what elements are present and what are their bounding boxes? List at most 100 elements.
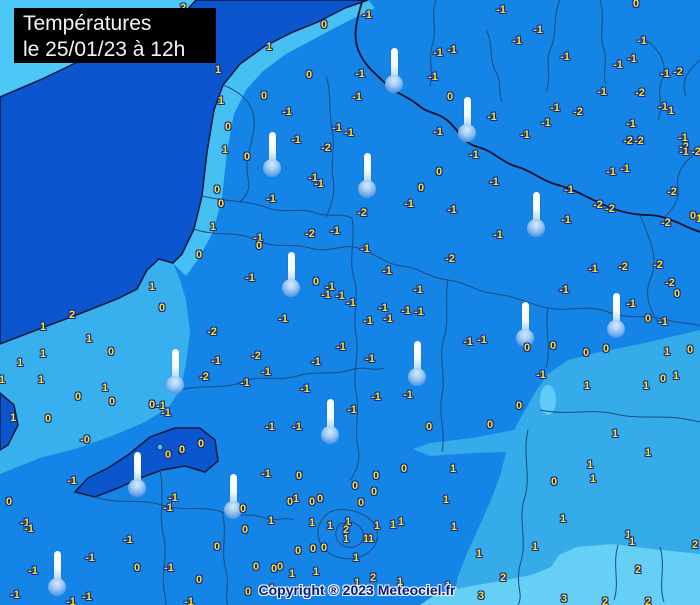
- temp-label: -2: [661, 217, 671, 229]
- temp-label: 0: [425, 421, 433, 433]
- temp-label: 1: [449, 463, 457, 475]
- temp-label: -2: [679, 141, 689, 153]
- temp-label: 0: [224, 121, 232, 133]
- temp-label: 0: [549, 340, 557, 352]
- temp-label: 0: [213, 184, 221, 196]
- temp-label: -2: [691, 146, 700, 158]
- temp-label: 0: [550, 476, 558, 488]
- temp-label: -1: [463, 336, 473, 348]
- temp-label: 0: [486, 419, 494, 431]
- temp-label: 1: [624, 529, 632, 541]
- temp-label: 1: [352, 552, 360, 564]
- temp-label: -1: [253, 232, 263, 244]
- temp-label: 0: [244, 586, 252, 598]
- temp-label: 1: [101, 382, 109, 394]
- temp-label: -1: [184, 596, 194, 605]
- temp-label: -1: [413, 284, 423, 296]
- temp-label: -1: [626, 298, 636, 310]
- temp-label: 1: [695, 213, 700, 225]
- temp-label: -1: [447, 204, 457, 216]
- temp-label: -1: [378, 302, 388, 314]
- temp-label: -1: [360, 243, 370, 255]
- temp-label: -1: [82, 591, 92, 603]
- temp-label: 0: [400, 463, 408, 475]
- temp-label: -2: [357, 207, 367, 219]
- national-border: [354, 1, 700, 233]
- temp-label: 0: [435, 166, 443, 178]
- temp-label: 1: [209, 221, 217, 233]
- temp-label: -1: [536, 369, 546, 381]
- temp-label: -1: [362, 9, 372, 21]
- temp-label: -1: [428, 71, 438, 83]
- normandy-mild-region: [0, 259, 190, 474]
- temp-label: -2: [445, 253, 455, 265]
- temp-label: 0: [523, 342, 531, 354]
- gulf-region: [73, 427, 219, 498]
- island: [178, 449, 184, 455]
- temp-label: 0: [276, 561, 284, 573]
- temp-label: -2: [593, 199, 603, 211]
- temp-label: 3: [560, 593, 568, 605]
- temp-label: 0: [178, 444, 186, 456]
- island: [156, 443, 164, 451]
- temp-label: 1: [267, 515, 275, 527]
- temp-label: 1: [265, 41, 273, 53]
- temp-label: -1: [512, 35, 522, 47]
- temp-label: -1: [533, 24, 543, 36]
- temp-label: 0: [74, 391, 82, 403]
- temp-label: 1: [217, 95, 225, 107]
- temp-label: 0: [295, 470, 303, 482]
- temp-label: -1: [371, 391, 381, 403]
- temp-label: -2: [665, 277, 675, 289]
- temp-label: -1: [383, 313, 393, 325]
- temp-label: -1: [300, 383, 310, 395]
- temp-label: -1: [382, 265, 392, 277]
- temp-label: -1: [261, 468, 271, 480]
- temp-label: -1: [266, 193, 276, 205]
- temp-label: 1: [39, 348, 47, 360]
- temp-label: -1: [332, 122, 342, 134]
- temp-label: -1: [588, 263, 598, 275]
- temp-label: 1: [268, 583, 276, 595]
- temp-label: 1: [37, 374, 45, 386]
- temp-label: 1: [9, 412, 17, 424]
- temp-label: 1: [442, 494, 450, 506]
- temp-label: 0: [107, 346, 115, 358]
- temp-label: -1: [314, 178, 324, 190]
- temp-label: 1: [586, 459, 594, 471]
- temp-label: -1: [658, 101, 668, 113]
- temp-label: -2: [634, 135, 644, 147]
- temp-label: 0: [515, 400, 523, 412]
- temp-label: 1: [367, 533, 375, 545]
- temp-label: 0: [673, 288, 681, 300]
- temp-label: 1: [611, 428, 619, 440]
- southeast-mild-region: [413, 330, 700, 605]
- temp-label: -1: [403, 389, 413, 401]
- temp-label: 0: [602, 343, 610, 355]
- temp-label: 0: [659, 373, 667, 385]
- temp-label: -2: [207, 326, 217, 338]
- temp-label: -1: [28, 565, 38, 577]
- temp-label: -1: [161, 407, 171, 419]
- temp-label: -1: [164, 562, 174, 574]
- temp-label: 1: [362, 533, 370, 545]
- temp-label: 0: [133, 562, 141, 574]
- temp-label: 0: [357, 497, 365, 509]
- temp-label: 0: [632, 0, 640, 10]
- temp-label: 0: [372, 470, 380, 482]
- temp-label: 1: [312, 566, 320, 578]
- temp-label: -1: [325, 281, 335, 293]
- temp-label: 0: [270, 563, 278, 575]
- sea-west-region: [0, 392, 19, 451]
- temp-label: 0: [213, 541, 221, 553]
- temp-label: 2: [601, 596, 609, 605]
- temp-label: -1: [365, 353, 375, 365]
- temp-label: -1: [321, 289, 331, 301]
- temp-label: 1: [642, 380, 650, 392]
- islands: [156, 437, 205, 455]
- temp-label: -1: [620, 163, 630, 175]
- temp-label: 0: [320, 19, 328, 31]
- temp-label: 0: [148, 399, 156, 411]
- temp-label: 1: [672, 370, 680, 382]
